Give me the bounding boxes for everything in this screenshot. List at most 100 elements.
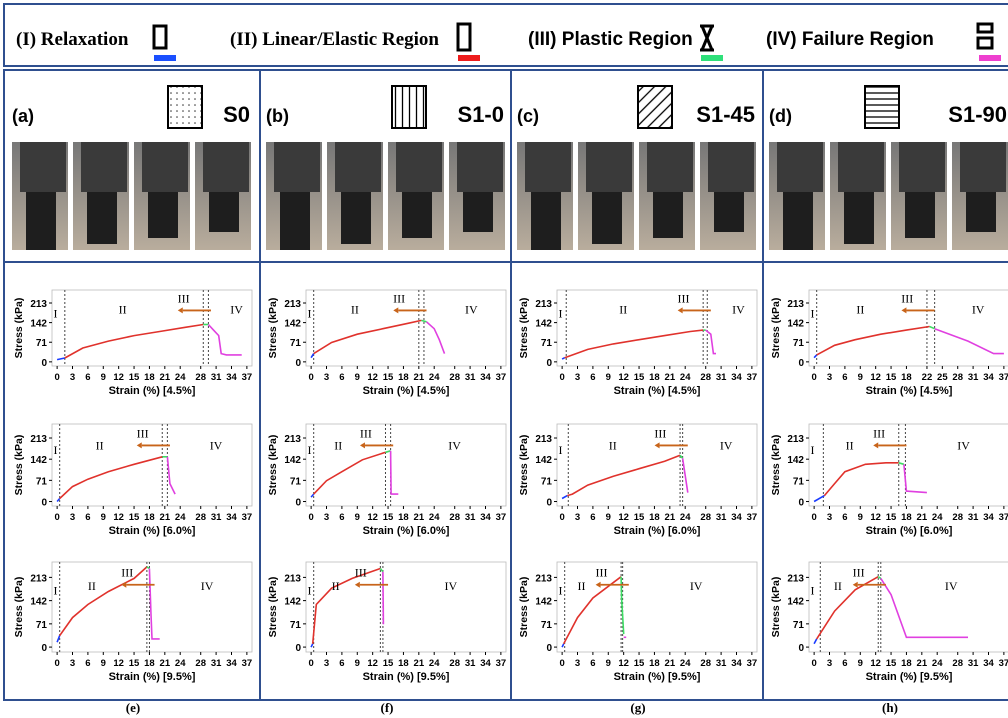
- region-label: II: [609, 438, 617, 452]
- x-tick-label: 18: [398, 512, 409, 523]
- x-tick-label: 9: [101, 512, 106, 523]
- region-label: II: [332, 579, 340, 593]
- region-label: I: [54, 443, 58, 457]
- x-tick-label: 18: [398, 372, 409, 383]
- y-tick-label: 0: [798, 643, 804, 654]
- x-tick-label: 24: [429, 512, 440, 523]
- chart: 0711422130369121518212428313437Strain (%…: [518, 562, 757, 683]
- x-tick-label: 28: [449, 372, 460, 383]
- y-tick-label: 0: [295, 498, 301, 509]
- region-label: I: [54, 307, 58, 321]
- curve: [167, 457, 175, 494]
- x-tick-label: 6: [85, 658, 90, 669]
- sample-name: S1-90: [948, 102, 1007, 127]
- y-tick-label: 71: [541, 476, 553, 487]
- region-label: IV: [465, 302, 478, 316]
- x-tick-label: 34: [480, 512, 491, 523]
- x-tick-label: 9: [606, 372, 611, 383]
- x-tick-label: 9: [858, 512, 863, 523]
- x-tick-label: 31: [465, 658, 476, 669]
- x-tick-label: 3: [70, 372, 75, 383]
- region-label: I: [308, 584, 312, 598]
- photo-clamp: [81, 142, 127, 192]
- x-tick-label: 6: [339, 372, 344, 383]
- curve: [930, 327, 935, 329]
- x-tick-label: 34: [731, 512, 742, 523]
- x-tick-label: 37: [747, 512, 758, 523]
- x-tick-label: 31: [465, 372, 476, 383]
- curve: [814, 639, 817, 644]
- x-tick-label: 21: [917, 658, 928, 669]
- x-tick-label: 15: [886, 372, 897, 383]
- curve: [313, 569, 381, 644]
- curve: [565, 330, 704, 358]
- y-axis-label: Stress (kPa): [518, 435, 530, 496]
- region-label: IV: [957, 438, 970, 452]
- region-label: IV: [972, 302, 985, 316]
- x-tick-label: 15: [129, 512, 140, 523]
- region-label: I: [811, 443, 815, 457]
- x-tick-label: 34: [226, 372, 237, 383]
- y-tick-label: 71: [793, 338, 805, 349]
- region-label: III: [654, 426, 666, 440]
- x-tick-label: 12: [113, 512, 124, 523]
- y-axis-label: Stress (kPa): [267, 435, 279, 496]
- y-axis-label: Stress (kPa): [267, 577, 279, 638]
- region-label: III: [393, 291, 405, 305]
- x-axis-label: Strain (%) [4.5%]: [614, 385, 701, 397]
- x-tick-label: 18: [901, 658, 912, 669]
- chart: 0711422130369121518212428313437Strain (%…: [770, 424, 1008, 537]
- x-tick-label: 31: [968, 658, 979, 669]
- x-tick-label: 6: [590, 372, 595, 383]
- y-axis-label: Stress (kPa): [770, 298, 782, 359]
- y-axis-label: Stress (kPa): [770, 435, 782, 496]
- curve: [314, 320, 422, 353]
- icon-failure: [978, 24, 992, 48]
- x-tick-label: 21: [665, 658, 676, 669]
- x-tick-label: 28: [195, 658, 206, 669]
- y-tick-label: 213: [284, 434, 301, 445]
- region-label: I: [559, 307, 563, 321]
- photo-sample: [653, 192, 683, 238]
- region-arrowhead: [137, 442, 142, 448]
- x-tick-label: 18: [901, 512, 912, 523]
- figure: (I) Relaxation(II) Linear/Elastic Region…: [0, 0, 1008, 718]
- y-axis-label: Stress (kPa): [770, 577, 782, 638]
- x-tick-label: 0: [559, 372, 564, 383]
- photo-clamp: [203, 142, 249, 192]
- x-tick-label: 31: [211, 512, 222, 523]
- x-tick-label: 28: [700, 372, 711, 383]
- x-tick-label: 3: [575, 658, 580, 669]
- photo-sample: [844, 192, 874, 244]
- photo-sample: [531, 192, 561, 250]
- y-tick-label: 142: [30, 319, 47, 330]
- figure-body: (I) Relaxation(II) Linear/Elastic Region…: [4, 4, 1008, 715]
- x-tick-label: 21: [414, 372, 425, 383]
- x-tick-label: 18: [144, 658, 155, 669]
- x-tick-label: 6: [842, 658, 847, 669]
- region-label: IV: [230, 302, 243, 316]
- x-tick-label: 0: [811, 372, 816, 383]
- x-tick-label: 21: [665, 372, 676, 383]
- y-tick-label: 71: [36, 620, 48, 631]
- x-tick-label: 34: [226, 512, 237, 523]
- photo-sample: [26, 192, 56, 250]
- x-tick-label: 12: [870, 658, 881, 669]
- x-tick-label: 18: [398, 658, 409, 669]
- legend-label: (III) Plastic Region: [528, 29, 693, 50]
- y-tick-label: 142: [284, 455, 301, 466]
- photo-clamp: [777, 142, 823, 192]
- x-tick-label: 37: [999, 512, 1008, 523]
- x-tick-label: 0: [811, 658, 816, 669]
- x-tick-label: 15: [634, 512, 645, 523]
- region-label: II: [846, 438, 854, 452]
- curve: [562, 644, 564, 647]
- y-tick-label: 142: [30, 455, 47, 466]
- y-tick-label: 213: [535, 299, 552, 310]
- y-tick-label: 213: [284, 299, 301, 310]
- region-label: IV: [732, 302, 745, 316]
- curve: [391, 451, 399, 494]
- region-label: IV: [448, 438, 461, 452]
- region-arrowhead: [596, 582, 601, 588]
- x-tick-label: 15: [129, 658, 140, 669]
